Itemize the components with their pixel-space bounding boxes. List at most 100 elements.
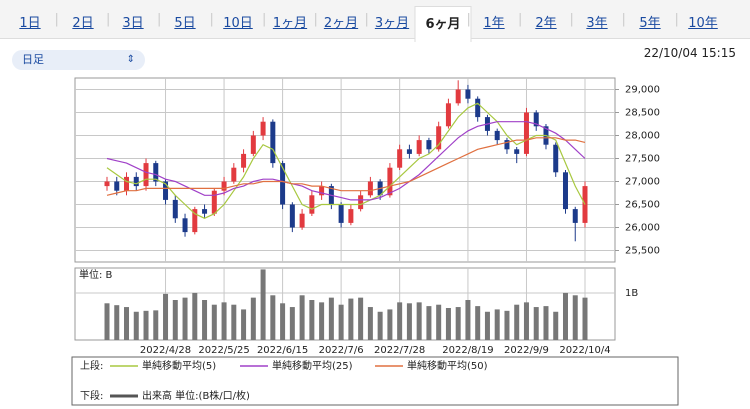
period-tab[interactable]: 10日 (223, 16, 253, 31)
legend-row-label: 下段: (80, 389, 103, 402)
candle-body (397, 149, 403, 168)
volume-bar (553, 311, 559, 340)
volume-bar (328, 297, 334, 340)
tab-separator: | (674, 12, 679, 27)
volume-bar (289, 307, 295, 340)
candle-body (367, 181, 373, 196)
volume-bar (416, 302, 422, 340)
y-tick-label: 26,500 (625, 200, 660, 211)
volume-bar (397, 302, 403, 340)
x-tick-label: 2022/7/6 (319, 345, 364, 356)
candle-body (211, 190, 217, 214)
period-tab[interactable]: 2日 (72, 16, 94, 31)
volume-bar (153, 310, 159, 340)
volume-bar (436, 304, 442, 340)
period-tab[interactable]: 2年 (535, 16, 557, 31)
volume-bar (104, 303, 110, 340)
volume-bar (426, 306, 432, 340)
legend-box (71, 356, 679, 406)
candle-body (358, 195, 364, 210)
x-tick-label: 2022/4/28 (140, 345, 191, 356)
candle-body (416, 140, 422, 154)
moving-average-line (106, 137, 586, 196)
candle-body (299, 213, 305, 228)
period-tab[interactable]: 1ヶ月 (272, 16, 308, 31)
period-tab[interactable]: 10年 (688, 16, 718, 31)
volume-bar (231, 304, 237, 340)
candle-body (426, 140, 432, 150)
volume-tick-label: 1B (625, 288, 638, 299)
candle-body (143, 163, 149, 187)
volume-bar (309, 300, 315, 340)
y-tick-label: 29,000 (625, 85, 660, 96)
volume-bar (221, 302, 227, 340)
volume-bar (270, 295, 276, 340)
period-tab[interactable]: 1日 (19, 16, 41, 31)
candle-body (514, 149, 520, 154)
period-tab[interactable]: 2ヶ月 (323, 16, 359, 31)
volume-bar (562, 292, 568, 340)
candle-body (221, 181, 227, 191)
y-tick-label: 27,000 (625, 177, 660, 188)
candle-body (465, 89, 471, 99)
volume-unit: 単位: B (79, 268, 113, 281)
candle-body (114, 181, 120, 191)
candle-body (338, 204, 344, 223)
volume-bar (299, 295, 305, 340)
volume-bar (367, 307, 373, 340)
volume-bar (260, 269, 266, 340)
candle-body (348, 209, 354, 223)
x-tick-label: 2022/5/25 (198, 345, 249, 356)
volume-bar (250, 297, 256, 340)
volume-bar (494, 309, 500, 340)
volume-bar (514, 304, 520, 340)
volume-bar (338, 304, 344, 340)
candle-body (163, 181, 169, 200)
candle-body (124, 176, 130, 191)
volume-bar (504, 310, 510, 340)
x-tick-label: 2022/7/28 (374, 345, 425, 356)
candle-body (455, 89, 461, 104)
period-tab[interactable]: 5日 (174, 16, 196, 31)
period-tab[interactable]: 5年 (639, 16, 661, 31)
candle-body (153, 163, 159, 182)
volume-bar (358, 297, 364, 340)
period-tab[interactable]: 3ヶ月 (374, 16, 410, 31)
select-arrow: ⇕ (126, 54, 135, 65)
period-select[interactable]: 日足 ⇕ (12, 50, 145, 70)
volume-bar (572, 295, 578, 340)
tab-separator: | (209, 12, 214, 27)
candle-body (523, 112, 529, 154)
tab-separator: | (621, 12, 626, 27)
candle-body (494, 130, 500, 141)
volume-bar (280, 303, 286, 340)
candle-body (406, 149, 412, 154)
tab-separator: | (262, 12, 267, 27)
candle-body (270, 121, 276, 164)
tab-separator: | (54, 12, 59, 27)
volume-bar (387, 309, 393, 340)
moving-average-line (106, 102, 586, 219)
candle-body (133, 176, 139, 187)
volume-bar (348, 298, 354, 340)
volume-bar (319, 302, 325, 340)
price-panel (74, 77, 616, 263)
candle-body (533, 112, 539, 127)
y-tick-label: 28,000 (625, 131, 660, 142)
period-tab[interactable]: 3日 (122, 16, 144, 31)
volume-bar (455, 307, 461, 340)
legend-row-label: 上段: (80, 359, 103, 372)
period-tab[interactable]: 3年 (586, 16, 608, 31)
tab-separator: | (569, 12, 574, 27)
legend-label: 単純移動平均(50) (407, 359, 488, 372)
x-tick-label: 2022/10/4 (559, 345, 610, 356)
volume-bar (202, 300, 208, 340)
period-tab[interactable]: 1年 (483, 16, 505, 31)
tab-separator: | (364, 12, 369, 27)
legend-label: 出来高 単位:(B株/口/枚) (142, 389, 250, 402)
volume-bar (114, 305, 120, 340)
period-tab[interactable]: 6ヶ月 (414, 6, 472, 42)
volume-bar (484, 311, 490, 340)
